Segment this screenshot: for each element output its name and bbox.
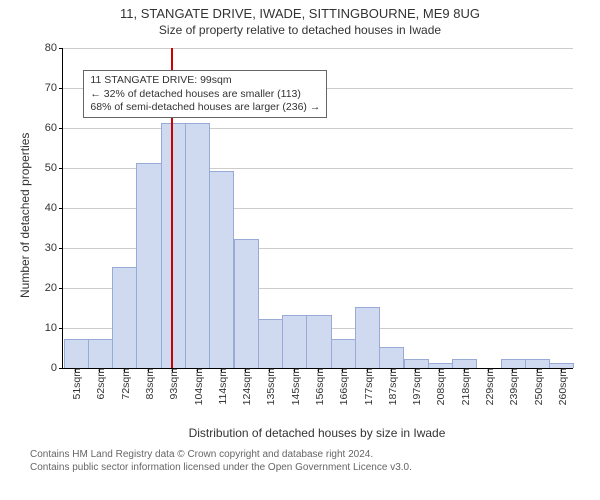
histogram-bar — [136, 163, 161, 368]
histogram-bar — [161, 123, 186, 368]
annotation-line: ← 32% of detached houses are smaller (11… — [90, 88, 320, 101]
xtick-label: 166sqm — [334, 368, 350, 405]
histogram-bar — [501, 359, 526, 368]
ytick-label: 70 — [45, 82, 63, 94]
histogram-bar — [355, 307, 380, 368]
xtick-label: 124sqm — [237, 368, 253, 405]
histogram-bar — [112, 267, 137, 368]
xtick-label: 135sqm — [261, 368, 277, 405]
ytick-label: 0 — [51, 362, 63, 374]
xtick-label: 51sqm — [67, 368, 83, 400]
xtick-label: 197sqm — [407, 368, 423, 405]
histogram-bar — [331, 339, 356, 368]
xtick-label: 187sqm — [383, 368, 399, 405]
title-line-2: Size of property relative to detached ho… — [0, 21, 600, 37]
histogram-bar — [209, 171, 234, 368]
histogram-bar — [452, 359, 477, 368]
xtick-label: 177sqm — [359, 368, 375, 405]
ytick-label: 40 — [45, 202, 63, 214]
xtick-label: 218sqm — [456, 368, 472, 405]
xtick-label: 250sqm — [529, 368, 545, 405]
xtick-label: 114sqm — [213, 368, 229, 405]
xtick-label: 62sqm — [91, 368, 107, 400]
xtick-label: 104sqm — [189, 368, 205, 405]
xtick-label: 156sqm — [310, 368, 326, 405]
gridline — [63, 128, 573, 129]
xtick-label: 260sqm — [553, 368, 569, 405]
y-axis-label: Number of detached properties — [18, 133, 32, 298]
histogram-bar — [88, 339, 113, 368]
histogram-bar — [525, 359, 550, 368]
annotation-box: 11 STANGATE DRIVE: 99sqm← 32% of detache… — [83, 70, 327, 117]
xtick-label: 145sqm — [286, 368, 302, 405]
xtick-label: 208sqm — [431, 368, 447, 405]
ytick-label: 60 — [45, 122, 63, 134]
xtick-label: 83sqm — [140, 368, 156, 400]
footer-line-2: Contains public sector information licen… — [30, 461, 412, 474]
histogram-bar — [282, 315, 307, 368]
histogram-bar — [404, 359, 429, 368]
histogram-bar — [258, 319, 283, 368]
ytick-label: 50 — [45, 162, 63, 174]
x-axis-label: Distribution of detached houses by size … — [62, 426, 572, 440]
xtick-label: 229sqm — [480, 368, 496, 405]
xtick-label: 93sqm — [164, 368, 180, 400]
title-line-1: 11, STANGATE DRIVE, IWADE, SITTINGBOURNE… — [0, 0, 600, 21]
footer-line-1: Contains HM Land Registry data © Crown c… — [30, 448, 412, 461]
annotation-line: 11 STANGATE DRIVE: 99sqm — [90, 74, 320, 87]
histogram-bar — [379, 347, 404, 368]
histogram-bar — [234, 239, 259, 368]
histogram-bar — [306, 315, 331, 368]
gridline — [63, 48, 573, 49]
ytick-label: 10 — [45, 322, 63, 334]
annotation-line: 68% of semi-detached houses are larger (… — [90, 101, 320, 114]
ytick-label: 20 — [45, 282, 63, 294]
histogram-bar — [185, 123, 210, 368]
xtick-label: 72sqm — [116, 368, 132, 400]
ytick-label: 30 — [45, 242, 63, 254]
histogram-bar — [64, 339, 89, 368]
chart-plot-area: 0102030405060708051sqm62sqm72sqm83sqm93s… — [62, 48, 573, 369]
xtick-label: 239sqm — [504, 368, 520, 405]
footer-note: Contains HM Land Registry data © Crown c… — [30, 448, 412, 474]
ytick-label: 80 — [45, 42, 63, 54]
